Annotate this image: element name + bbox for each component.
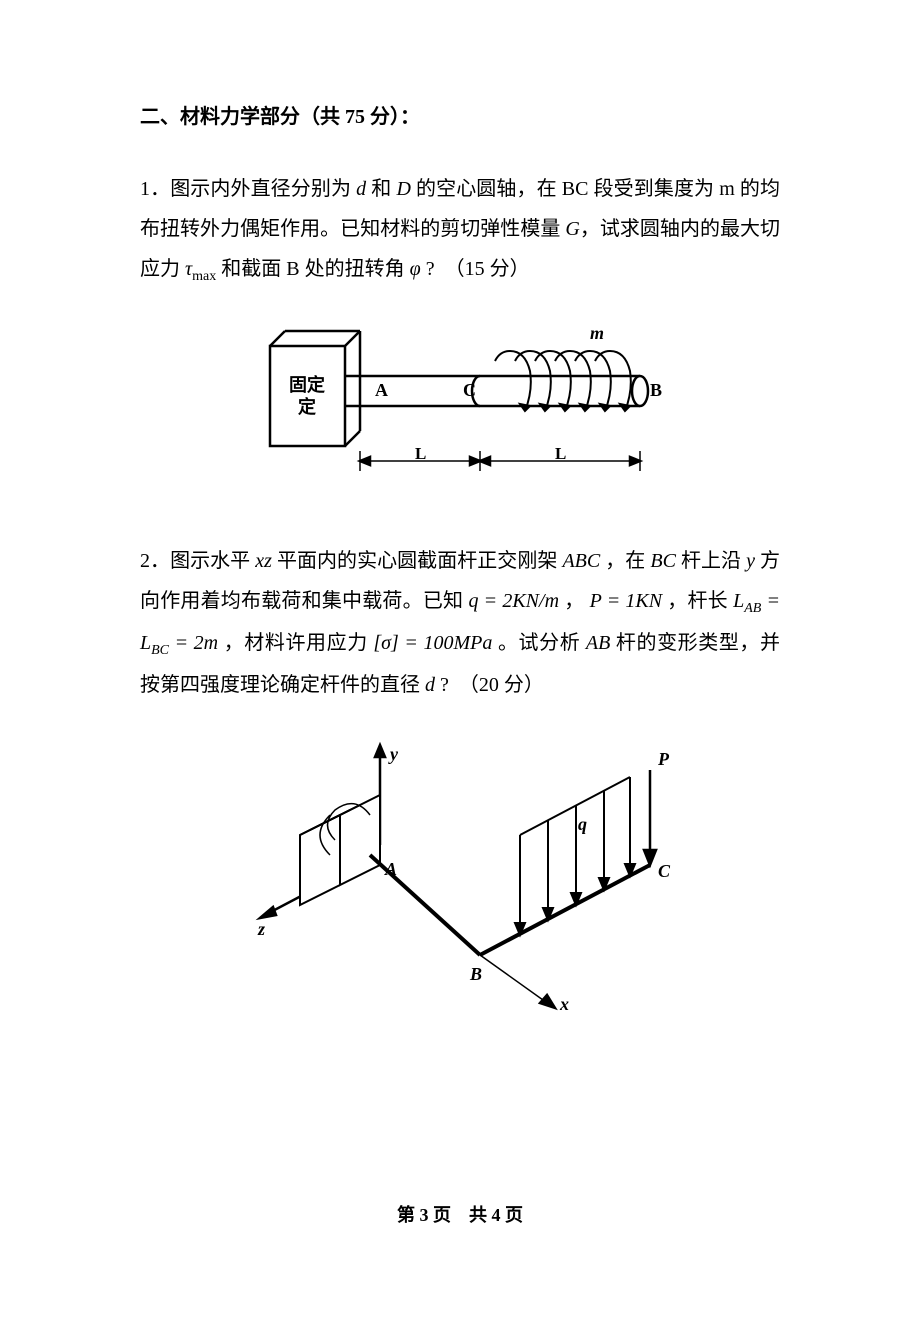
q2-sub-BC: BC xyxy=(151,643,169,658)
fig2-label-A: A xyxy=(384,859,397,879)
q2-var-ABC: ABC xyxy=(562,550,600,572)
q1-var-D: D xyxy=(396,178,410,200)
figure-1-svg: 固定 定 A C B m L L xyxy=(250,321,670,491)
fig1-label-B: B xyxy=(650,380,662,400)
q2-eq-sigma: [σ] = 100MPa xyxy=(373,632,492,654)
question-2: 2．图示水平 xz 平面内的实心圆截面杆正交刚架 ABC ，在 BC 杆上沿 y… xyxy=(140,541,780,705)
fig1-label-L2: L xyxy=(555,444,566,463)
q2-eq-L2: L xyxy=(140,632,151,654)
q2-text: ? （20 分） xyxy=(435,674,544,696)
fig2-label-x: x xyxy=(559,994,569,1014)
q2-eq-val: = 2m xyxy=(169,632,218,654)
fig2-label-C: C xyxy=(658,861,671,881)
q2-var-y: y xyxy=(746,550,755,572)
q1-text: 和 xyxy=(366,178,396,200)
q2-eq: = xyxy=(761,590,780,612)
q2-text: 杆上沿 xyxy=(676,550,746,572)
fig2-label-P: P xyxy=(657,749,670,769)
q1-var-d: d xyxy=(356,178,366,200)
q1-var-phi: φ xyxy=(410,258,421,280)
fig1-label-C: C xyxy=(463,380,476,400)
q2-text: ，在 xyxy=(600,550,650,572)
q2-var-AB: AB xyxy=(586,632,610,654)
q2-eq-q: q = 2KN/m xyxy=(468,590,559,612)
q2-text: ， xyxy=(559,590,590,612)
q1-text: 1．图示内外直径分别为 xyxy=(140,178,356,200)
fig1-label-L1: L xyxy=(415,444,426,463)
question-1: 1．图示内外直径分别为 d 和 D 的空心圆轴，在 BC 段受到集度为 m 的均… xyxy=(140,169,780,291)
q2-eq-L: L xyxy=(733,590,744,612)
figure-2-svg: y z x A B C P q xyxy=(240,735,680,1015)
q1-var-G: G xyxy=(565,218,579,240)
q2-text: ，材料许用应力 xyxy=(218,632,373,654)
fig1-label-A: A xyxy=(375,380,388,400)
q2-var-xz: xz xyxy=(255,550,272,572)
figure-1-container: 固定 定 A C B m L L xyxy=(140,321,780,491)
q2-text: ，杆长 xyxy=(662,590,733,612)
q1-text: 和截面 B 处的扭转角 xyxy=(216,258,409,280)
fig1-label-m: m xyxy=(590,323,604,343)
q2-var-d: d xyxy=(425,674,435,696)
fig2-label-z: z xyxy=(257,919,265,939)
page-footer: 第 3 页 共 4 页 xyxy=(0,1201,920,1227)
fig2-label-B: B xyxy=(469,964,482,984)
q2-text: 平面内的实心圆截面杆正交刚架 xyxy=(272,550,563,572)
section-title: 二、材料力学部分（共 75 分）： xyxy=(140,100,780,129)
q2-eq-P: P = 1KN xyxy=(590,590,662,612)
q2-sub-AB: AB xyxy=(744,601,761,616)
fig2-label-q: q xyxy=(578,814,587,834)
fig2-label-y: y xyxy=(388,744,399,764)
figure-2-container: y z x A B C P q xyxy=(140,735,780,1015)
fig1-label-fixed: 固定 xyxy=(289,374,325,395)
q2-var-BC: BC xyxy=(650,550,676,572)
q2-text: 2．图示水平 xyxy=(140,550,255,572)
fig1-label-fixed2: 定 xyxy=(298,396,316,417)
q1-sub-max: max xyxy=(192,269,216,284)
q2-text: 。试分析 xyxy=(492,632,586,654)
q1-text: ? （15 分） xyxy=(421,258,530,280)
